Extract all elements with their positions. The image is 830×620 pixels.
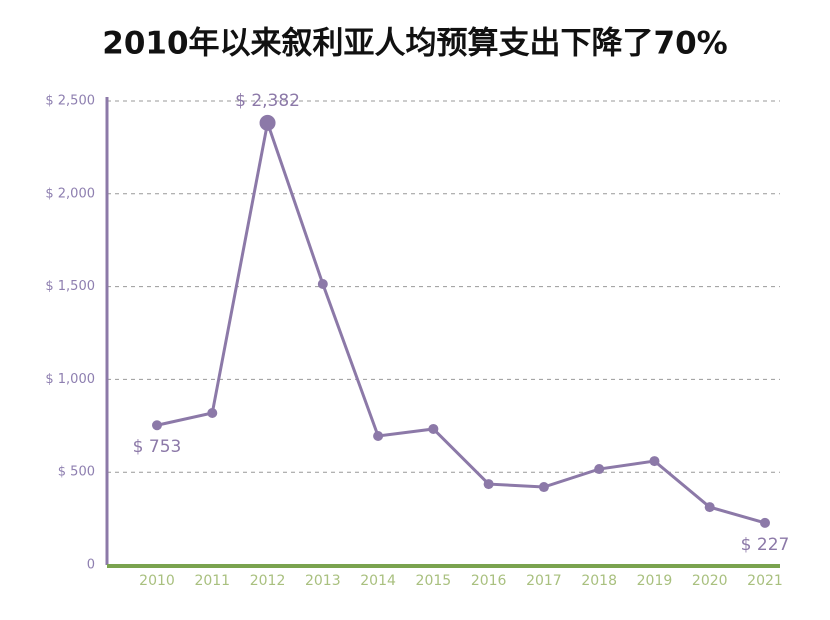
x-tick-label: 2021 [747,573,783,589]
point [594,464,605,475]
point [649,456,660,467]
x-tick-label: 2013 [305,573,341,589]
point [704,502,715,513]
x-tick-label: 2015 [416,573,452,589]
y-tick-label: $ 500 [58,465,95,480]
point [428,423,439,434]
line [156,117,766,525]
point [373,431,384,442]
y-tick-label: 0 [87,558,95,573]
x-tick-label: 2012 [250,573,286,589]
point [760,517,770,528]
y-tick-label: $ 2,500 [45,94,95,109]
y-tick-label: $ 1,500 [45,279,95,294]
point [483,479,494,490]
point [207,407,218,418]
chart-title: 2010年以来叙利亚人均预算支出下降了70% [102,26,727,62]
x-tick-label: 2011 [194,573,230,589]
x-tick-label: 2017 [526,573,562,589]
point [259,114,276,131]
x-tick-label: 2014 [360,573,396,589]
x-tick-label: 2020 [692,573,728,589]
x-tick-label: 2010 [139,573,175,589]
point [317,279,328,290]
data-label: $ 2,382 [235,91,300,111]
data-label: $ 753 [133,437,182,457]
x-tick-label: 2019 [637,573,673,589]
x-tick-label: 2018 [581,573,617,589]
point [538,482,549,493]
y-tick-label: $ 1,000 [45,372,95,387]
data-label: $ 227 [741,535,790,555]
point [152,420,162,431]
x-tick-label: 2016 [471,573,507,589]
y-tick-label: $ 2,000 [45,186,95,201]
